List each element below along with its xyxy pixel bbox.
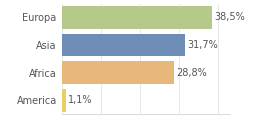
Bar xyxy=(62,61,174,84)
Bar xyxy=(62,89,66,111)
Bar xyxy=(62,34,185,56)
Text: 1,1%: 1,1% xyxy=(68,95,92,105)
Bar xyxy=(62,6,212,29)
Text: 38,5%: 38,5% xyxy=(214,12,245,22)
Text: 28,8%: 28,8% xyxy=(176,68,207,78)
Text: 31,7%: 31,7% xyxy=(187,40,218,50)
